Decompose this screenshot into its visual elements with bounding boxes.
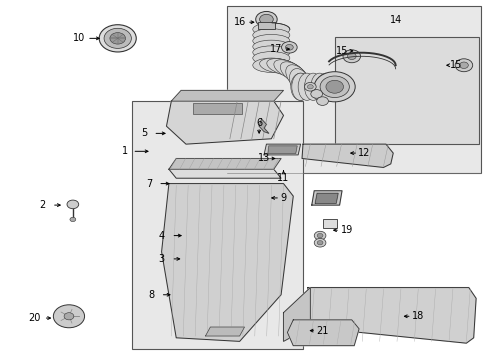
Ellipse shape [252, 29, 289, 41]
Circle shape [259, 14, 273, 24]
Ellipse shape [285, 65, 309, 90]
Circle shape [314, 72, 354, 102]
Polygon shape [171, 90, 283, 101]
Ellipse shape [304, 73, 322, 100]
Circle shape [459, 62, 468, 68]
Text: 14: 14 [389, 15, 401, 26]
Bar [334, 37, 478, 144]
Circle shape [320, 76, 348, 98]
Polygon shape [311, 191, 341, 205]
Text: 1: 1 [122, 146, 128, 156]
Circle shape [317, 240, 323, 245]
Circle shape [110, 33, 125, 44]
Bar [322, 220, 336, 228]
Ellipse shape [252, 40, 289, 53]
Text: 12: 12 [357, 148, 369, 158]
Text: 5: 5 [141, 129, 147, 138]
Circle shape [70, 217, 76, 222]
Text: 21: 21 [316, 325, 328, 336]
Polygon shape [283, 288, 310, 341]
Polygon shape [166, 101, 283, 144]
Bar [132, 101, 303, 348]
Text: 20: 20 [29, 313, 41, 323]
Circle shape [304, 82, 316, 91]
Circle shape [99, 25, 136, 52]
Ellipse shape [252, 23, 289, 36]
Polygon shape [306, 288, 475, 343]
Circle shape [67, 200, 79, 209]
Ellipse shape [298, 73, 315, 100]
Bar [227, 6, 480, 173]
Polygon shape [168, 169, 281, 178]
Circle shape [184, 228, 196, 236]
Circle shape [314, 231, 325, 240]
Circle shape [346, 53, 355, 59]
Text: 8: 8 [148, 290, 155, 300]
Circle shape [314, 238, 325, 247]
Bar [193, 103, 242, 114]
Ellipse shape [252, 51, 289, 64]
Ellipse shape [310, 73, 328, 100]
Text: 10: 10 [72, 33, 84, 43]
Ellipse shape [273, 60, 305, 80]
Text: 2: 2 [39, 200, 45, 210]
Text: 7: 7 [146, 179, 152, 189]
Ellipse shape [323, 73, 340, 100]
Circle shape [316, 97, 328, 105]
Circle shape [281, 41, 297, 53]
Circle shape [53, 305, 84, 328]
Polygon shape [161, 184, 293, 341]
Circle shape [181, 225, 200, 239]
Circle shape [64, 313, 74, 320]
Text: 19: 19 [340, 225, 352, 235]
Polygon shape [264, 144, 300, 155]
Circle shape [187, 256, 194, 261]
Text: 17: 17 [269, 44, 282, 54]
Ellipse shape [290, 73, 310, 100]
Polygon shape [302, 144, 392, 167]
Bar [257, 22, 275, 30]
Ellipse shape [259, 58, 295, 73]
Polygon shape [168, 158, 281, 169]
Ellipse shape [280, 62, 307, 85]
Circle shape [255, 12, 277, 27]
Text: 3: 3 [158, 254, 164, 264]
Ellipse shape [266, 59, 301, 76]
Ellipse shape [289, 69, 309, 95]
Polygon shape [259, 119, 268, 134]
Text: 11: 11 [277, 173, 289, 183]
Circle shape [307, 85, 313, 89]
Text: 15: 15 [335, 46, 347, 56]
Ellipse shape [252, 35, 289, 47]
Polygon shape [205, 327, 244, 336]
Text: 18: 18 [410, 311, 423, 321]
Circle shape [188, 230, 193, 234]
Text: 16: 16 [233, 17, 245, 27]
Ellipse shape [252, 58, 289, 72]
Text: 9: 9 [280, 193, 286, 203]
Text: 6: 6 [256, 118, 262, 128]
Text: 13: 13 [257, 153, 269, 163]
Ellipse shape [291, 73, 309, 100]
Circle shape [317, 233, 323, 238]
Circle shape [325, 80, 343, 93]
Circle shape [104, 28, 131, 48]
Circle shape [183, 253, 197, 263]
Circle shape [310, 90, 322, 98]
Polygon shape [315, 193, 337, 203]
Ellipse shape [252, 46, 289, 59]
Polygon shape [287, 320, 358, 346]
Polygon shape [267, 146, 297, 153]
Text: 4: 4 [158, 231, 164, 240]
Ellipse shape [317, 73, 334, 100]
Text: 15: 15 [449, 60, 462, 70]
Circle shape [285, 44, 293, 50]
Circle shape [342, 50, 360, 63]
Circle shape [454, 59, 472, 72]
